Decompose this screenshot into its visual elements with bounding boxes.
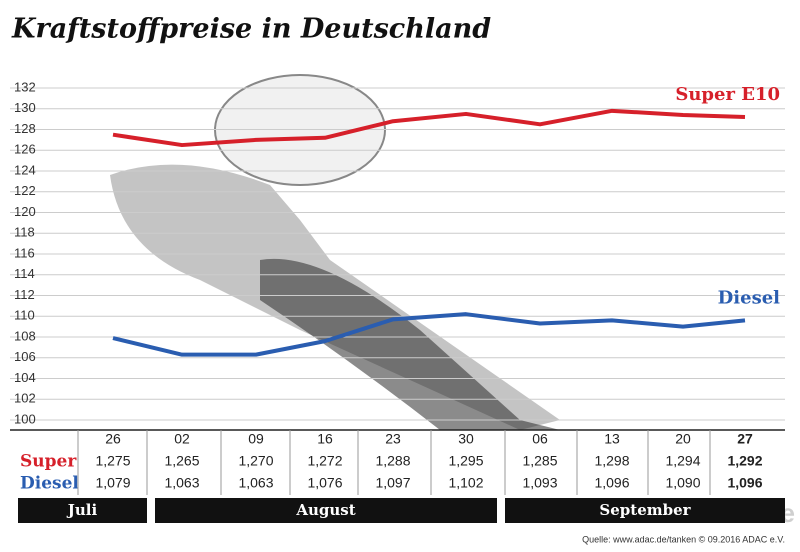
x-tick-label: 27 (737, 431, 753, 447)
x-tick-label: 02 (174, 431, 190, 447)
y-tick-label: 108 (14, 328, 36, 343)
x-tick-label: 26 (105, 431, 121, 447)
y-tick-label: 100 (14, 411, 36, 426)
row-label: Diesel (20, 474, 79, 494)
decoration (110, 74, 560, 431)
value-label: 1,096 (727, 475, 762, 491)
y-tick-label: 104 (14, 370, 36, 385)
y-tick-label: 114 (14, 266, 35, 281)
x-tick-label: 09 (248, 431, 264, 447)
value-label: 1,265 (164, 453, 199, 469)
y-tick-label: 110 (14, 308, 35, 323)
x-tick-label: 16 (317, 431, 333, 447)
month-bar (155, 498, 497, 523)
value-label: 1,097 (375, 475, 410, 491)
legend-label: Super E10 (675, 84, 780, 105)
x-tick-label: 23 (385, 431, 401, 447)
month-label: August (295, 501, 355, 519)
source: Quelle: www.adac.de/tanken © 09.2016 ADA… (582, 534, 785, 544)
value-label: 1,270 (238, 453, 273, 469)
y-tick-label: 112 (14, 287, 35, 302)
y-tick-label: 124 (14, 162, 36, 177)
y-tick-label: 118 (14, 225, 35, 240)
x-tick-label: 13 (604, 431, 620, 447)
value-label: 1,090 (665, 475, 700, 491)
value-label: 1,288 (375, 453, 410, 469)
value-label: 1,295 (448, 453, 483, 469)
value-label: 1,096 (594, 475, 629, 491)
series-line (112, 108, 746, 148)
y-tick-label: 132 (14, 79, 36, 94)
legend-label: Diesel (718, 287, 780, 308)
value-label: 1,294 (665, 453, 700, 469)
month-bar (505, 498, 785, 523)
y-tick-label: 102 (14, 391, 36, 406)
chart-title: Kraftstoffpreise in Deutschland (11, 14, 491, 45)
x-tick-label: 20 (675, 431, 691, 447)
y-tick-label: 122 (14, 183, 36, 198)
value-label: 1,298 (594, 453, 629, 469)
value-label: 1,275 (95, 453, 130, 469)
month-label: September (599, 501, 691, 519)
x-tick-label: 06 (532, 431, 548, 447)
value-label: 1,292 (727, 453, 762, 469)
value-label: 1,272 (307, 453, 342, 469)
y-tick-label: 116 (14, 245, 35, 260)
row-label: Super (20, 452, 77, 472)
y-tick-label: 126 (14, 142, 36, 157)
value-label: 1,063 (164, 475, 199, 491)
y-tick-label: 120 (14, 204, 36, 219)
y-tick-label: 128 (14, 121, 36, 136)
x-tick-label: 30 (458, 431, 474, 447)
value-label: 1,079 (95, 475, 130, 491)
y-tick-label: 106 (14, 349, 36, 364)
value-label: 1,076 (307, 475, 342, 491)
y-tick-label: 130 (14, 100, 36, 115)
value-label: 1,063 (238, 475, 273, 491)
value-label: 1,093 (522, 475, 557, 491)
series-line (112, 312, 746, 357)
month-label: Juli (66, 501, 98, 519)
month-bar (18, 498, 147, 523)
value-label: 1,285 (522, 453, 557, 469)
value-label: 1,102 (448, 475, 483, 491)
